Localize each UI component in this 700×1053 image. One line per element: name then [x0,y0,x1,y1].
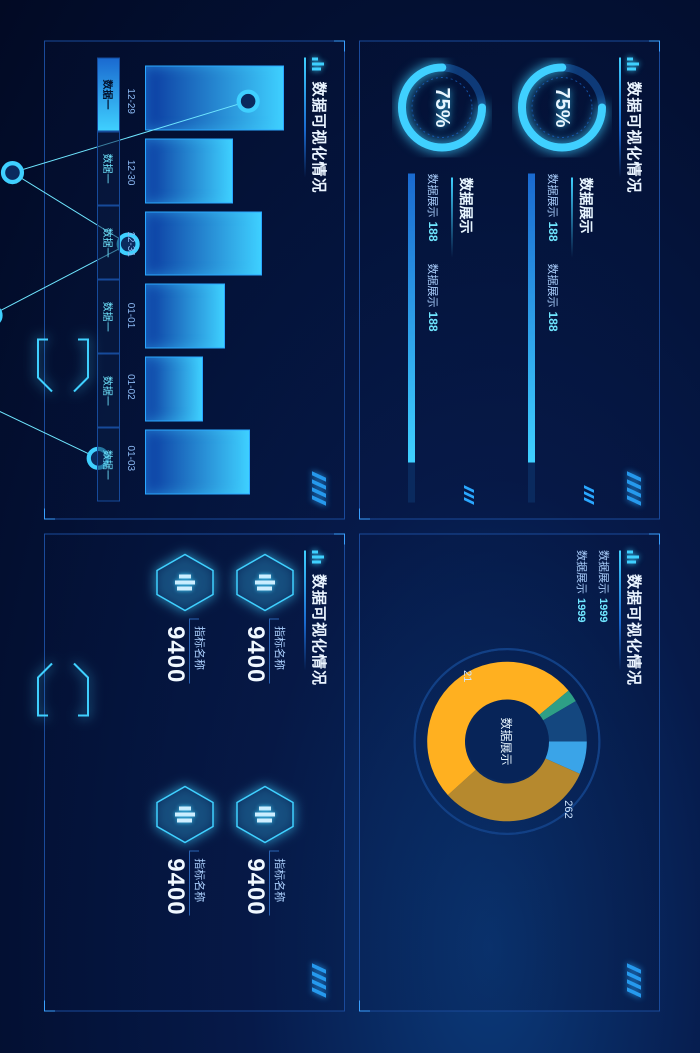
gauge-rows: 75% 数据展示 数据展示188数据展示188 188 75% 数据展示 数据展示1… [392,57,612,502]
gauge-row: 75% 数据展示 数据展示188数据展示188 188 [512,57,612,502]
kpi-tile: 指标名称 9400 [153,782,217,994]
panel-title: 数据可视化情况 [309,57,330,502]
legend: 数据一数据一数据一数据一数据一数据一 [97,57,120,502]
x-tick: 12-29 [125,65,136,136]
kpi-tile: 指标名称 9400 [233,550,297,762]
bottom-frame [36,337,90,717]
stripes-icon [628,474,642,502]
x-tick: 12-30 [125,136,136,207]
x-tick: 12-31 [125,208,136,279]
x-tick: 01-02 [125,351,136,422]
legend-item[interactable]: 数据一 [97,353,120,427]
kpi-tile: 指标名称 9400 [153,550,217,762]
hex-icon [153,550,217,614]
hex-icon [153,782,217,846]
x-axis: 12-2912-3012-3101-0101-0201-03 [125,65,136,494]
donut-callout: 262 [562,800,574,818]
bars-icon [628,57,642,73]
gauge-kv: 数据展示188数据展示188 [545,173,561,502]
title-text: 数据可视化情况 [309,81,330,193]
kpi-tile: 指标名称 9400 [233,782,297,994]
bar-chart: 12-2912-3012-3101-0101-0201-03 数据一数据一数据一… [97,57,297,502]
kpi-value: 9400 [242,858,270,915]
hex-icon [233,550,297,614]
title-text: 数据可视化情况 [624,81,645,193]
hex-icon [233,782,297,846]
progress-bar: 188 [408,173,415,502]
panel-donut: 数据可视化情况 数据展示1999数据展示1999 数据展示 262 21 [359,533,660,1012]
donut-chart: 数据展示 262 21 [402,636,612,846]
legend-item[interactable]: 数据一 [97,205,120,279]
gauge-kv: 数据展示188数据展示188 [425,173,441,502]
kpi-value: 9400 [242,626,270,683]
kpi-label: 指标名称 [270,626,289,683]
kpi-label: 指标名称 [190,858,209,915]
donut-callout: 21 [461,670,473,682]
legend-item[interactable]: 数据一 [97,57,120,131]
legend-item[interactable]: 数据一 [97,427,120,501]
progress-bar: 188 [528,173,535,502]
gauge-label: 数据展示 [571,173,596,502]
title-text: 数据可视化情况 [624,574,645,686]
gauge-label: 数据展示 [451,173,476,502]
kpi-label: 指标名称 [190,626,209,683]
stripes-icon [313,966,327,994]
panel-title: 数据可视化情况 [624,57,645,502]
legend-item[interactable]: 数据一 [97,279,120,353]
panel-title: 数据可视化情况 [624,550,645,995]
kpi-label: 指标名称 [270,858,289,915]
kpi-value: 9400 [162,626,190,683]
panel-gauges: 数据可视化情况 75% 数据展示 数据展示188数据展示188 188 75% 数据… [359,40,660,519]
panel-title: 数据可视化情况 [309,550,330,995]
legend-item[interactable]: 数据一 [97,131,120,205]
bars-icon [313,57,327,73]
bars-icon [313,550,327,566]
gauge-row: 75% 数据展示 数据展示188数据展示188 188 [392,57,492,502]
stripes-icon [313,474,327,502]
bars-icon [628,550,642,566]
donut-meta: 数据展示1999数据展示1999 [574,550,612,622]
stripes-icon [628,966,642,994]
x-tick: 01-01 [125,279,136,350]
donut-center-label: 数据展示 [402,636,612,846]
kpi-value: 9400 [162,858,190,915]
gauge: 75% [512,57,612,157]
x-tick: 01-03 [125,422,136,493]
title-text: 数据可视化情况 [309,574,330,686]
kpi-grid: 指标名称 9400 指标名称 9400 指标名称 9400 指标名称 [153,550,297,995]
gauge: 75% [392,57,492,157]
